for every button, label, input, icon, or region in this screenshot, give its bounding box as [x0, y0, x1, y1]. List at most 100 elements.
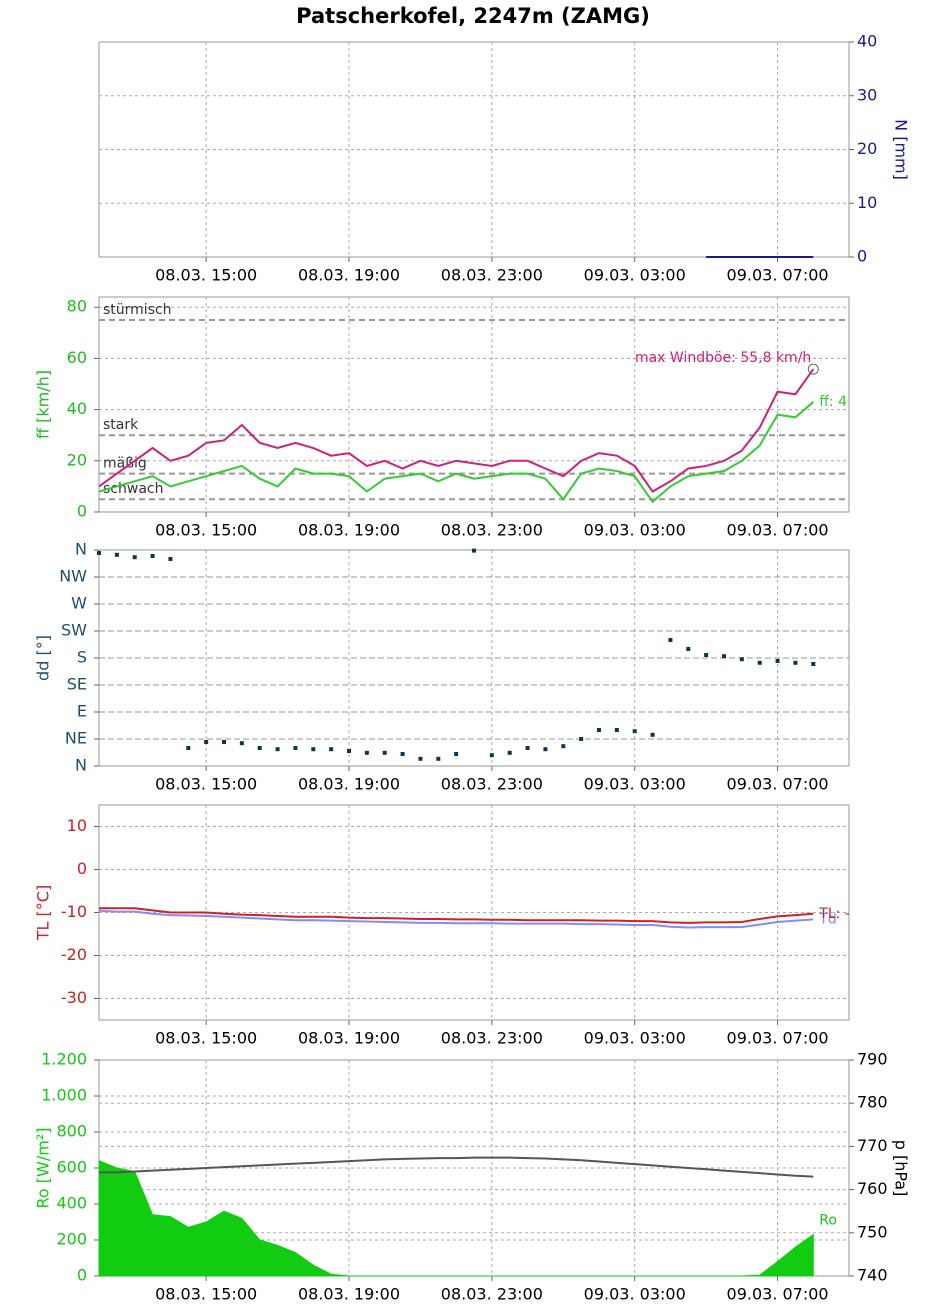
y-tick-label: SE — [67, 675, 87, 694]
y-tick-label: 780 — [857, 1093, 888, 1112]
y-tick-label: S — [77, 648, 87, 667]
y-tick-label: 10 — [857, 193, 877, 212]
point — [686, 647, 691, 651]
point — [222, 740, 226, 744]
y-tick-label: W — [71, 594, 87, 613]
point — [704, 653, 709, 657]
line — [99, 907, 814, 924]
end-label: ff: 4 — [819, 394, 847, 410]
point — [793, 660, 798, 665]
y-tick-label: 600 — [56, 1158, 87, 1177]
point — [597, 728, 601, 732]
x-tick-label: 09.03. 07:00 — [727, 775, 829, 794]
x-tick-label: 09.03. 07:00 — [727, 521, 829, 540]
point — [311, 747, 316, 752]
y-tick-label: E — [77, 702, 87, 721]
point — [132, 555, 137, 560]
y-tick-label: 20 — [67, 450, 87, 469]
y-tick-label: 740 — [857, 1266, 888, 1285]
y-tick-label: N — [75, 540, 87, 559]
point — [632, 729, 637, 734]
y-tick-label: 60 — [67, 348, 87, 367]
line — [98, 401, 814, 504]
x-tick-label: 08.03. 15:00 — [155, 266, 257, 285]
line — [99, 1156, 814, 1178]
x-tick-label: 08.03. 23:00 — [441, 1285, 543, 1304]
point — [364, 750, 369, 755]
area — [98, 1160, 814, 1277]
y-tick-label: 1.200 — [41, 1050, 87, 1069]
y-tick-label: SW — [61, 621, 87, 640]
x-tick-label: 09.03. 03:00 — [584, 521, 686, 540]
point — [811, 662, 816, 666]
y-tick-label: NE — [65, 729, 87, 748]
point — [650, 732, 655, 737]
x-tick-label: 08.03. 15:00 — [155, 1285, 257, 1304]
point — [347, 749, 351, 753]
x-tick-label: 08.03. 23:00 — [441, 1029, 543, 1048]
point — [275, 747, 280, 752]
point — [507, 750, 512, 755]
x-tick-label: 09.03. 03:00 — [584, 1285, 686, 1304]
y-tick-label: 40 — [67, 399, 87, 418]
end-label: Td — [818, 911, 836, 927]
x-tick-label: 08.03. 15:00 — [155, 521, 257, 540]
x-tick-label: 08.03. 19:00 — [298, 521, 400, 540]
point — [150, 554, 155, 558]
y-tick-label: -10 — [61, 902, 87, 921]
point — [614, 728, 619, 732]
y-tick-label: 400 — [56, 1194, 87, 1213]
line — [98, 909, 814, 929]
y-tick-label: 80 — [67, 297, 87, 316]
point — [114, 552, 119, 557]
point — [204, 740, 209, 744]
y-tick-label: 10 — [67, 816, 87, 835]
x-tick-label: 08.03. 19:00 — [298, 1285, 400, 1304]
point — [186, 746, 191, 750]
point — [168, 557, 173, 561]
x-tick-label: 08.03. 15:00 — [155, 1029, 257, 1048]
point — [293, 746, 298, 750]
end-label: TL: - — [818, 906, 850, 922]
y-tick-label: -30 — [61, 988, 87, 1007]
y-axis-label: dd [°] — [34, 635, 53, 681]
y-tick-label: 1.000 — [41, 1086, 87, 1105]
y-tick-label: 750 — [857, 1222, 888, 1241]
y-tick-label: 770 — [857, 1136, 888, 1155]
x-tick-label: 08.03. 23:00 — [441, 775, 543, 794]
point — [525, 746, 530, 750]
max-marker — [807, 363, 819, 375]
x-tick-label: 09.03. 03:00 — [584, 266, 686, 285]
y-tick-label: 0 — [77, 859, 87, 878]
x-tick-label: 09.03. 07:00 — [727, 266, 829, 285]
point — [668, 638, 673, 642]
point — [543, 747, 548, 752]
threshold-label: schwach — [103, 481, 163, 497]
x-tick-label: 09.03. 07:00 — [727, 1285, 829, 1304]
y-tick-label: 30 — [857, 85, 877, 104]
threshold-label: stürmisch — [103, 302, 172, 318]
point — [757, 660, 762, 665]
point — [239, 741, 244, 746]
y-axis-label: Ro [W/m²] — [34, 1128, 53, 1209]
point — [454, 752, 459, 756]
y-tick-label: 20 — [857, 139, 877, 158]
y2-axis-label: N [mm] — [892, 119, 911, 180]
end-label: Ro — [819, 1213, 837, 1229]
y-tick-label: 0 — [77, 1266, 87, 1285]
point — [722, 654, 726, 659]
chart-title: Patscherkofel, 2247m (ZAMG) — [296, 4, 650, 28]
y-tick-label: 0 — [77, 502, 87, 521]
x-tick-label: 08.03. 23:00 — [441, 266, 543, 285]
x-tick-label: 09.03. 03:00 — [584, 1029, 686, 1048]
plot-frame — [98, 296, 850, 513]
y-tick-label: 200 — [56, 1230, 87, 1249]
point — [561, 744, 566, 749]
y-tick-label: NW — [59, 567, 87, 586]
line — [98, 368, 815, 493]
point — [382, 750, 387, 755]
x-tick-label: 09.03. 07:00 — [727, 1029, 829, 1048]
threshold-label: stark — [103, 417, 139, 433]
